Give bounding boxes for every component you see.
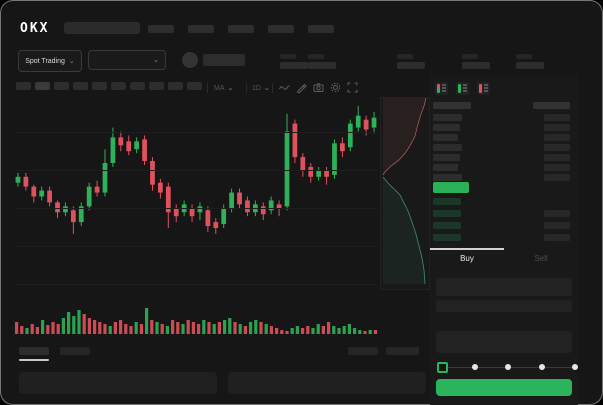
ask-price-1[interactable] (433, 114, 462, 121)
timeframe-button-9[interactable] (168, 82, 183, 90)
chevron-down-icon: ⌄ (68, 58, 75, 65)
timeframe-button-7[interactable] (130, 82, 145, 90)
slider-dot-100pct[interactable] (572, 364, 578, 370)
buy-button[interactable] (436, 379, 572, 396)
chevron-down-icon: ⌄ (227, 85, 234, 92)
depth-chart (380, 97, 430, 290)
price-input[interactable] (436, 278, 572, 296)
orderbook-header-price (433, 102, 471, 109)
ask-amount-6 (544, 164, 570, 171)
bid-price-1[interactable] (433, 198, 461, 205)
bid-amount-2 (544, 210, 570, 217)
ask-amount-3 (544, 134, 570, 141)
nav-item-5[interactable] (308, 25, 334, 33)
ask-amount-5 (544, 154, 570, 161)
okx-logo[interactable]: OKX (20, 21, 50, 36)
bottom-tab-active[interactable] (19, 347, 49, 355)
market-type-selector[interactable]: Spot Trading ⌄ (18, 50, 82, 72)
timeframe-button-4[interactable] (73, 82, 88, 90)
market-type-label: Spot Trading (25, 57, 65, 65)
buy-tab-indicator (430, 248, 504, 250)
candlestick-chart[interactable] (14, 98, 378, 295)
bid-price-2[interactable] (433, 210, 461, 217)
orderbook-header-amount (533, 102, 570, 109)
ask-price-5[interactable] (433, 154, 460, 161)
book-bids-icon[interactable] (456, 82, 469, 95)
nav-item-2[interactable] (188, 25, 214, 33)
bottom-panel-right (228, 372, 426, 394)
bid-price-4[interactable] (433, 234, 461, 241)
candlestick-svg (15, 105, 377, 234)
stat-label-1 (280, 54, 296, 59)
draw-pencil-icon[interactable] (296, 82, 307, 93)
book-asks-icon[interactable] (477, 82, 490, 95)
bottom-tab-2[interactable] (60, 347, 90, 355)
bid-amount-3 (544, 222, 570, 229)
stat-value-2 (308, 62, 336, 69)
volume-svg (15, 308, 377, 334)
nav-item-3[interactable] (228, 25, 254, 33)
slider-dot-0pct[interactable] (437, 362, 448, 373)
slider-dot-75pct[interactable] (538, 364, 545, 370)
coin-icon (182, 52, 198, 68)
bottom-tab-indicator (19, 359, 49, 361)
book-combined-icon[interactable] (435, 82, 448, 95)
slider-dot-50pct[interactable] (505, 364, 511, 370)
ask-amount-2 (544, 124, 570, 131)
ask-price-7[interactable] (433, 174, 462, 181)
nav-item-1[interactable] (148, 25, 174, 33)
slider-dot-25pct[interactable] (471, 364, 478, 370)
ask-amount-4 (544, 144, 570, 151)
chevron-down-icon: ⌄ (153, 57, 159, 64)
amount-input[interactable] (436, 300, 572, 312)
nav-item-4[interactable] (268, 25, 294, 33)
stat-value-5 (516, 62, 544, 69)
stat-value-4 (462, 62, 490, 69)
orderbook-panel: Buy Sell (430, 75, 578, 405)
buy-sell-tabs: Buy Sell (430, 248, 578, 274)
bottom-action-1[interactable] (348, 347, 378, 355)
stat-label-3 (397, 54, 413, 59)
timeframe-button-10[interactable] (187, 82, 202, 90)
ask-price-4[interactable] (433, 144, 462, 151)
indicator-dropdown[interactable]: MA ⌄ (214, 84, 234, 93)
settings-gear-icon[interactable] (330, 82, 341, 93)
timeframe-button-6[interactable] (111, 82, 126, 90)
stat-value-1 (280, 62, 308, 69)
bid-price-3[interactable] (433, 222, 461, 229)
last-price-badge[interactable] (433, 182, 469, 193)
fullscreen-icon[interactable] (347, 82, 358, 93)
ask-amount-1 (544, 114, 570, 121)
pair-name-placeholder (203, 54, 245, 66)
ask-price-3[interactable] (433, 134, 458, 141)
bottom-action-2[interactable] (386, 347, 419, 355)
pair-selector[interactable]: ⌄ (88, 50, 166, 70)
timeframe-button-1[interactable] (16, 82, 31, 90)
sell-tab[interactable]: Sell (534, 254, 548, 263)
timeframe-button-2[interactable] (35, 82, 50, 90)
ask-price-6[interactable] (433, 164, 458, 171)
bid-amount-4 (544, 234, 570, 241)
timeframe-button-8[interactable] (149, 82, 164, 90)
volume-chart (14, 298, 378, 334)
ask-price-2[interactable] (433, 124, 460, 131)
ask-amount-7 (544, 174, 570, 181)
timeframe-button-5[interactable] (92, 82, 107, 90)
total-input[interactable] (436, 331, 572, 353)
timeframe-button-3[interactable] (54, 82, 69, 90)
search-input[interactable] (64, 22, 140, 34)
line-chart-icon[interactable] (279, 82, 290, 93)
interval-dropdown[interactable]: 1D ⌄ (252, 84, 270, 93)
stat-label-2 (308, 54, 324, 59)
depth-svg (382, 97, 427, 285)
buy-tab[interactable]: Buy (460, 254, 474, 263)
stat-label-4 (462, 54, 478, 59)
camera-icon[interactable] (313, 82, 324, 93)
chevron-down-icon: ⌄ (263, 85, 270, 92)
stat-label-5 (516, 54, 532, 59)
stat-value-3 (397, 62, 425, 69)
bottom-panel-left (19, 372, 217, 394)
